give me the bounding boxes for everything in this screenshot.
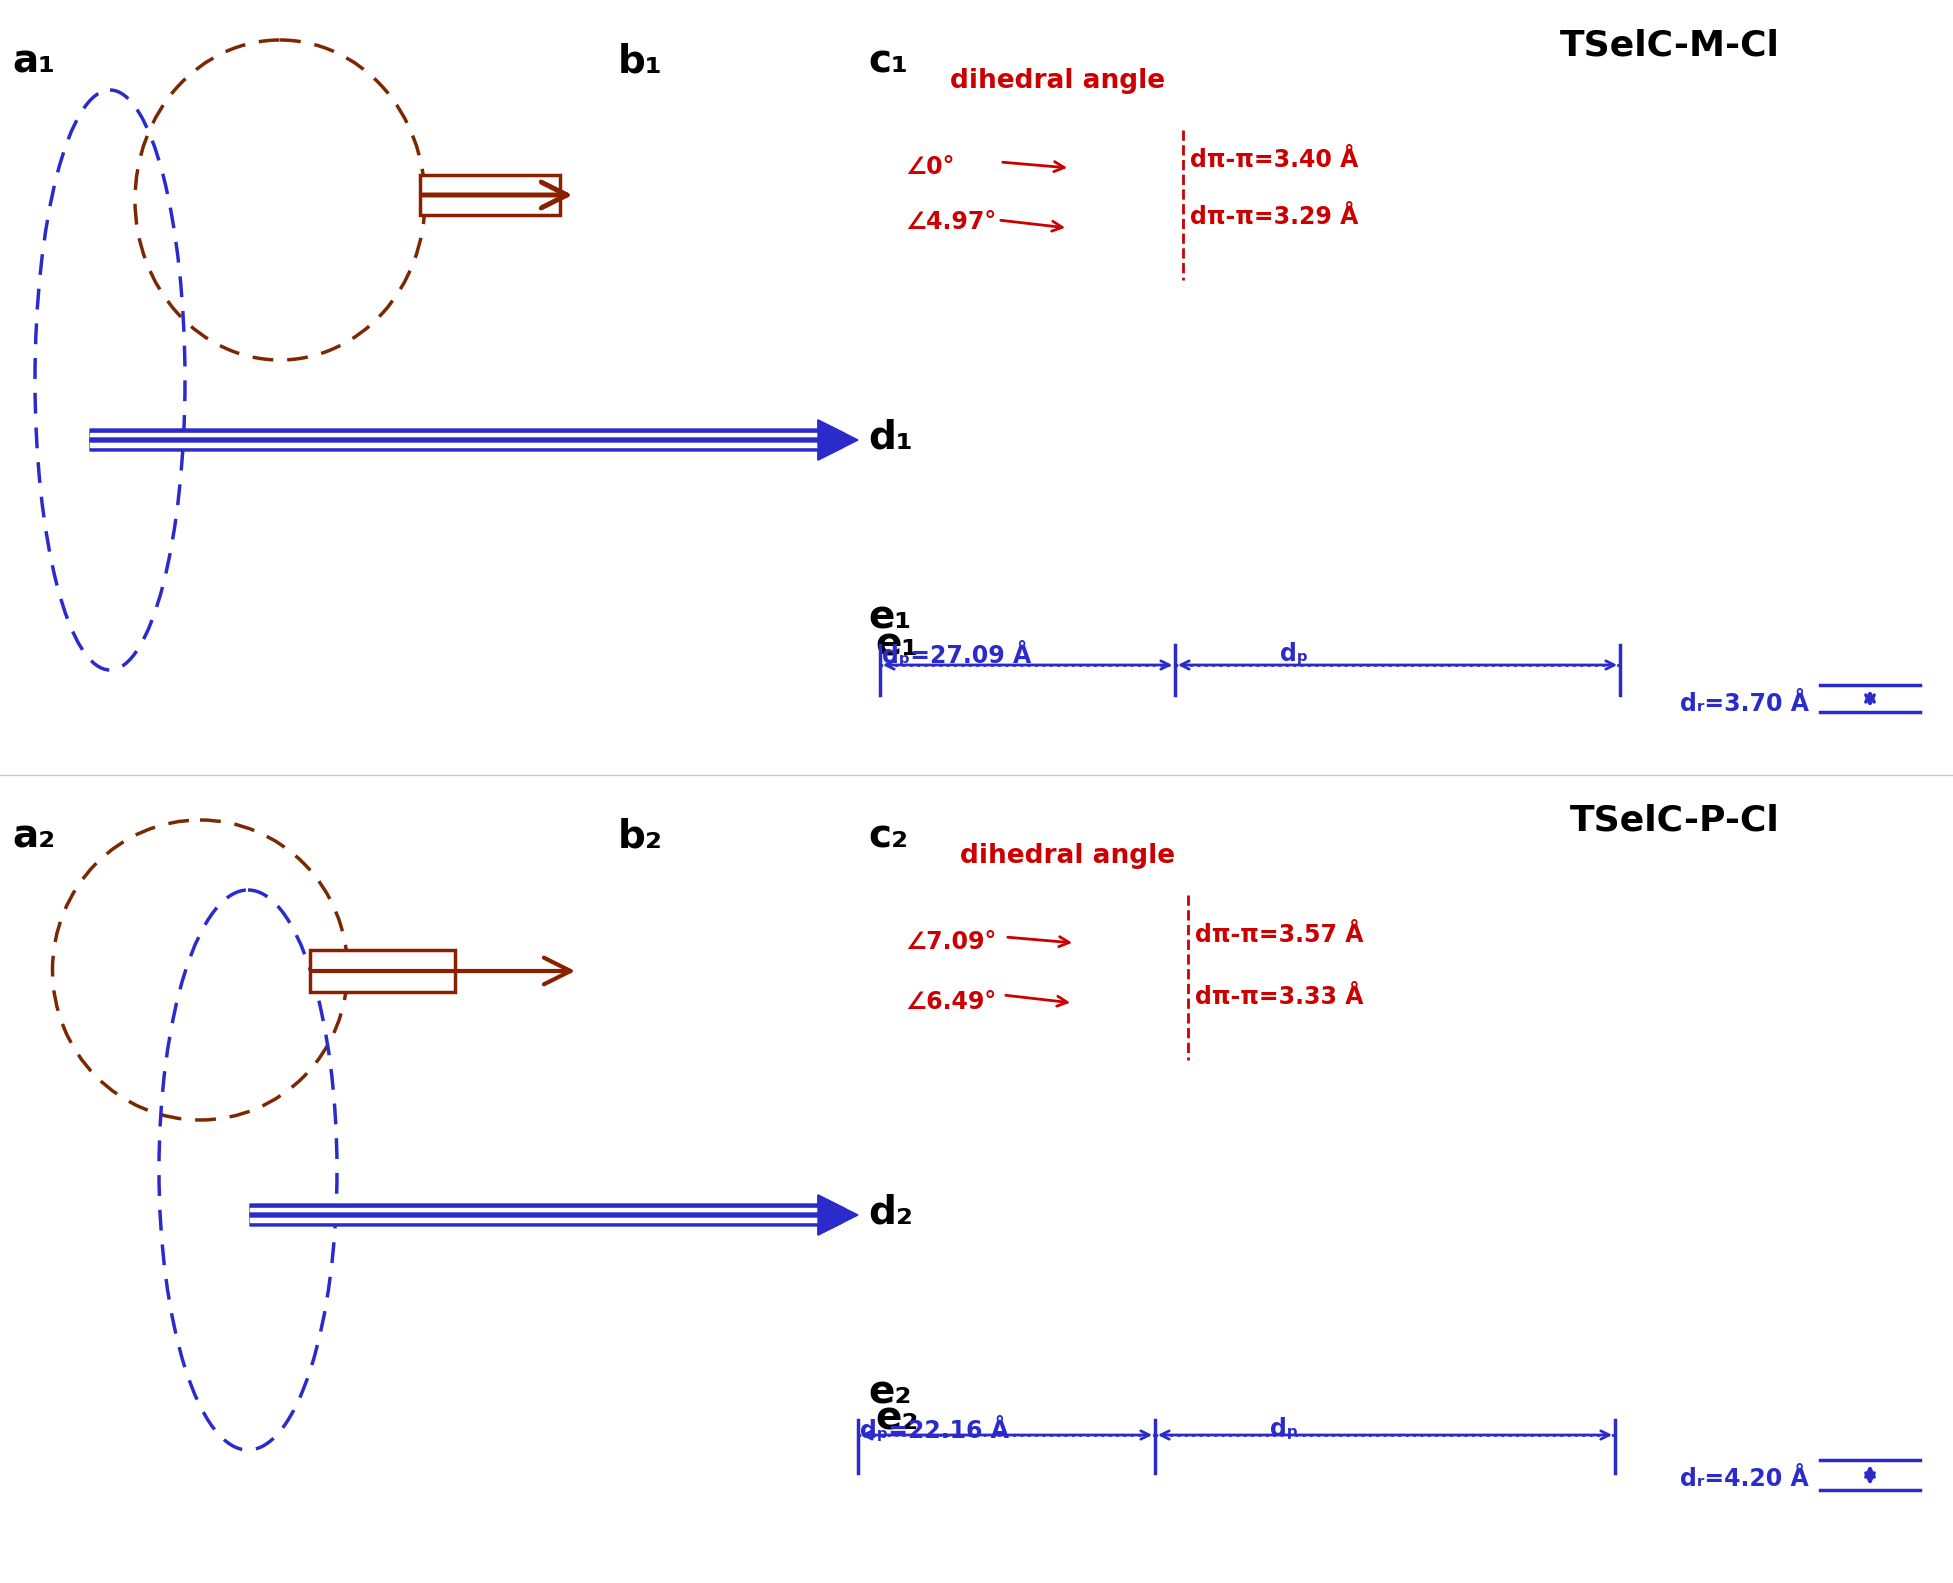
Text: dₚ=27.09 Å: dₚ=27.09 Å (883, 643, 1031, 668)
Text: d₁: d₁ (867, 418, 912, 456)
Text: TSelC-P-Cl: TSelC-P-Cl (1570, 803, 1779, 837)
Text: b₁: b₁ (617, 43, 662, 81)
FancyArrow shape (250, 1208, 857, 1222)
FancyArrow shape (90, 434, 857, 446)
Text: e₁: e₁ (867, 598, 912, 636)
Text: dπ-π=3.29 Å: dπ-π=3.29 Å (1189, 206, 1359, 230)
Text: c₂: c₂ (867, 817, 908, 855)
Text: dₚ: dₚ (1279, 643, 1309, 666)
FancyArrow shape (90, 419, 857, 461)
Text: TSelC-M-Cl: TSelC-M-Cl (1560, 28, 1779, 62)
Text: c₁: c₁ (867, 43, 908, 81)
Text: dₚ=22.16 Å: dₚ=22.16 Å (859, 1417, 1010, 1444)
Text: e₂: e₂ (875, 1399, 918, 1437)
Text: d₂: d₂ (867, 1194, 912, 1232)
Text: ∠7.09°: ∠7.09° (904, 929, 996, 955)
FancyArrow shape (90, 419, 857, 461)
Bar (311, 950, 455, 993)
Bar (420, 176, 561, 215)
Text: a₂: a₂ (12, 817, 55, 855)
Text: dπ-π=3.40 Å: dπ-π=3.40 Å (1189, 147, 1359, 173)
Text: a₁: a₁ (12, 43, 55, 81)
Text: dπ-π=3.33 Å: dπ-π=3.33 Å (1195, 985, 1363, 1008)
Text: dₚ: dₚ (1269, 1417, 1299, 1441)
Text: dihedral angle: dihedral angle (949, 68, 1166, 93)
Text: dᵣ=3.70 Å: dᵣ=3.70 Å (1680, 692, 1808, 716)
Text: e₂: e₂ (867, 1372, 912, 1410)
Text: b₂: b₂ (617, 817, 662, 855)
Text: dᵣ=4.20 Å: dᵣ=4.20 Å (1680, 1467, 1808, 1491)
Text: ∠4.97°: ∠4.97° (904, 211, 996, 234)
Text: ∠0°: ∠0° (904, 155, 955, 179)
FancyArrow shape (250, 1195, 857, 1235)
FancyArrow shape (250, 1195, 857, 1235)
Text: dπ-π=3.57 Å: dπ-π=3.57 Å (1195, 923, 1363, 947)
Text: e₁: e₁ (875, 625, 918, 663)
Text: dihedral angle: dihedral angle (961, 844, 1176, 869)
Text: ∠6.49°: ∠6.49° (904, 989, 996, 1015)
